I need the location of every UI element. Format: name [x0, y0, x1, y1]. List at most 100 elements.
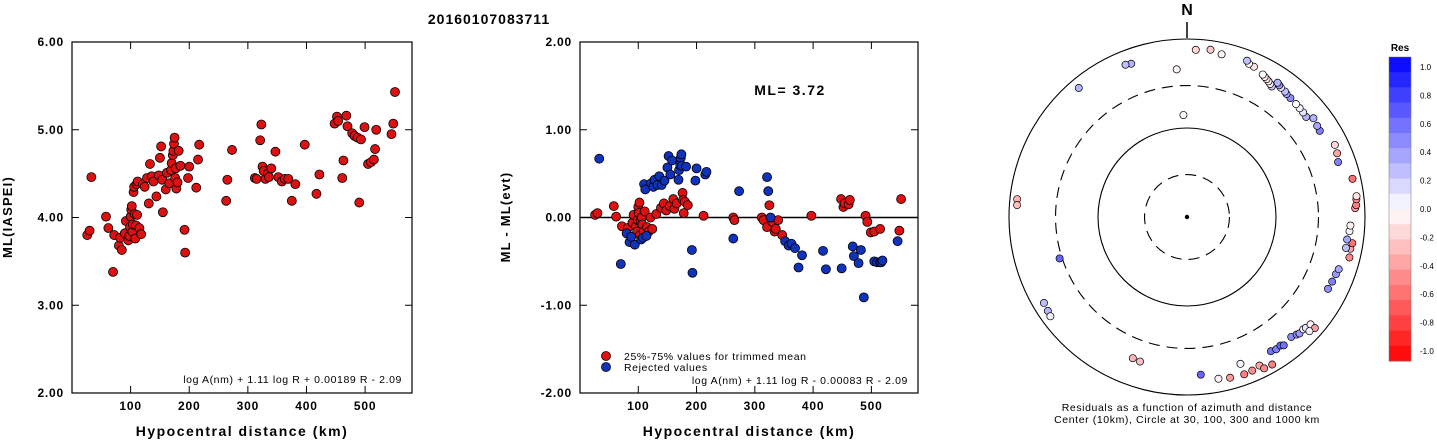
middle-x-axis-label: Hypocentral distance (km): [643, 423, 856, 439]
colorbar-tick-label: 0.8: [1420, 91, 1432, 100]
left-data-point: [136, 229, 147, 240]
colorbar-cell: [1389, 345, 1411, 362]
colorbar: Res 1.0 0.8 0.6 0.4 0.2 0.0 -0.2 -0.4 -0.6 -0.8 -1…: [1388, 43, 1434, 362]
residual-point: [1313, 121, 1322, 130]
left-data-point: [368, 154, 379, 165]
residual-point: [1352, 192, 1361, 201]
middle-y-axis-label: ML - ML(evt): [498, 172, 513, 263]
polar-caption-line2: Center (10km), Circle at 30, 100, 300 an…: [1054, 414, 1320, 426]
left-data-point: [173, 145, 184, 156]
middle-x-tick-label: 300: [744, 399, 766, 413]
middle-data-point: [667, 155, 677, 166]
colorbar-tick-label: 0.2: [1420, 177, 1432, 186]
colorbar-cell: [1389, 163, 1411, 180]
left-data-point: [227, 145, 237, 155]
middle-y-axis: -2.00 -1.00 0.00 1.00 2.00: [541, 35, 918, 400]
colorbar-tick-label: -0.6: [1420, 290, 1434, 299]
middle-y-tick-label: 0.00: [545, 211, 572, 225]
residual-point: [1258, 70, 1267, 79]
left-data-point: [157, 207, 168, 218]
middle-data-point: [690, 175, 701, 186]
left-x-tick-label: 100: [119, 399, 141, 413]
left-data-point: [155, 152, 165, 163]
colorbar-cell: [1389, 133, 1411, 149]
left-data-point: [156, 141, 167, 152]
left-x-tick-label: 300: [237, 399, 259, 413]
left-data-point: [251, 173, 262, 184]
colorbar-cell: [1389, 148, 1411, 164]
residual-point: [1330, 140, 1339, 149]
middle-data-point: [691, 163, 702, 174]
middle-data-point: [875, 224, 886, 234]
legend-label-trimmed: 25%-75% values for trimmed mean: [624, 351, 807, 363]
middle-data-point: [806, 210, 817, 221]
residual-point: [1217, 50, 1226, 59]
left-data-point: [388, 118, 399, 129]
colorbar-cell: [1389, 72, 1411, 88]
middle-data-point: [629, 239, 640, 250]
left-x-tick-label: 500: [354, 399, 376, 413]
middle-data-point: [615, 259, 626, 269]
left-data-point: [84, 225, 95, 236]
residual-point: [1334, 265, 1343, 274]
right-panel: N Residuals as a function of azimuth and…: [1008, 2, 1366, 426]
left-data-point: [139, 181, 150, 192]
colorbar-tick-label: -1.0: [1420, 347, 1434, 356]
colorbar-cell: [1389, 117, 1411, 134]
residual-point: [1040, 298, 1048, 307]
left-data-point: [311, 188, 322, 199]
colorbar-cell: [1389, 193, 1411, 210]
middle-data-point: [659, 175, 670, 186]
colorbar-title: Res: [1391, 43, 1410, 54]
middle-data-point: [896, 194, 906, 204]
colorbar-cell: [1389, 209, 1411, 225]
left-data-point: [342, 121, 353, 132]
residual-point: [1172, 65, 1181, 74]
residual-point: [1273, 78, 1282, 87]
left-data-point: [175, 160, 186, 171]
residual-point: [1243, 56, 1251, 65]
residual-point: [1279, 341, 1288, 350]
ring-1000km: [1008, 38, 1366, 396]
residual-point: [1248, 366, 1257, 375]
middle-data-point: [862, 216, 873, 227]
colorbar-cell: [1389, 315, 1411, 332]
colorbar-tick-label: 0.6: [1420, 120, 1432, 129]
left-data-point: [222, 174, 233, 185]
middle-data-point: [676, 149, 687, 160]
colorbar-tick-label: 0.0: [1420, 205, 1432, 214]
left-data-point: [101, 211, 111, 222]
middle-data-point: [611, 211, 622, 222]
middle-legend: 25%-75% values for trimmed mean Rejected…: [601, 351, 807, 374]
ring-30km: [1143, 173, 1231, 261]
middle-y-tick-label: 2.00: [545, 35, 572, 49]
middle-data-point: [729, 215, 740, 226]
residual-point: [1348, 174, 1357, 183]
left-data-point: [338, 155, 349, 166]
left-y-axis-label: ML(IASPEI): [0, 176, 15, 258]
left-data-point: [255, 135, 266, 146]
middle-scatter-points: [590, 149, 906, 303]
left-scatter-points: [82, 87, 400, 277]
left-y-tick-label: 5.00: [37, 123, 64, 137]
middle-data-point: [858, 292, 869, 303]
left-data-point: [359, 122, 370, 133]
left-data-point: [103, 223, 114, 233]
middle-data-point: [877, 255, 888, 266]
middle-data-point: [793, 262, 804, 273]
colorbar-cell: [1389, 269, 1411, 286]
left-data-point: [264, 172, 274, 183]
left-data-point: [290, 179, 301, 190]
middle-data-point: [855, 245, 866, 255]
residual-point: [1328, 277, 1337, 286]
left-data-point: [283, 173, 294, 184]
left-data-point: [191, 182, 202, 193]
middle-data-point: [765, 212, 776, 223]
left-data-point: [390, 87, 400, 97]
colorbar-cell: [1389, 224, 1411, 240]
left-data-point: [172, 177, 183, 188]
left-y-tick-label: 4.00: [37, 211, 64, 225]
left-data-point: [194, 139, 205, 150]
colorbar-cell: [1389, 285, 1411, 301]
